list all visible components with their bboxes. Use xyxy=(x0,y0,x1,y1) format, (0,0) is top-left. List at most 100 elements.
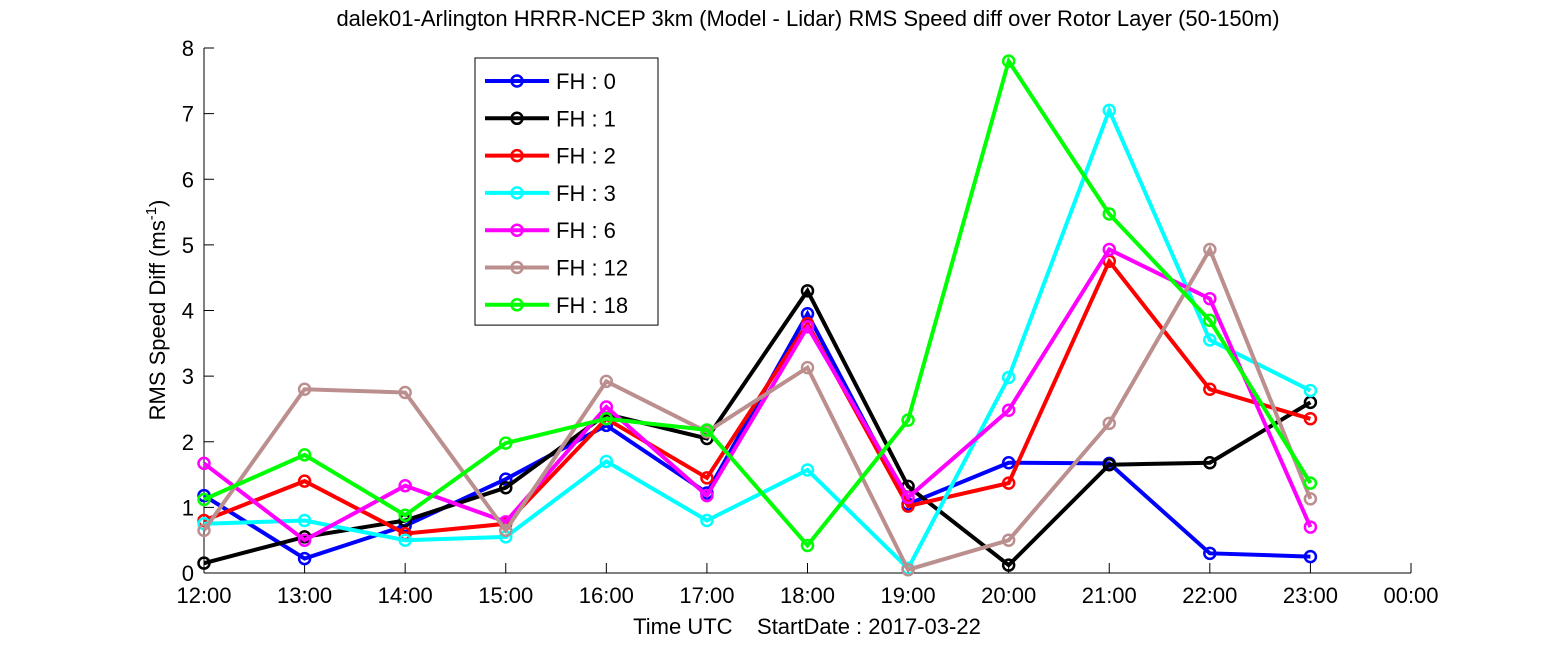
data-point xyxy=(1102,207,1116,221)
data-point xyxy=(398,508,412,522)
x-tick-label: 18:00 xyxy=(780,583,835,608)
x-tick-label: 00:00 xyxy=(1383,583,1438,608)
data-point xyxy=(1001,476,1016,490)
data-point xyxy=(398,385,412,400)
legend-label: FH : 6 xyxy=(556,218,616,243)
legend-item: FH : 1 xyxy=(485,106,616,131)
legend-swatch-marker xyxy=(510,223,524,237)
y-tick-label: 3 xyxy=(182,364,194,389)
series-line xyxy=(203,56,1313,549)
data-point xyxy=(1303,520,1318,534)
data-point xyxy=(1001,370,1016,385)
y-tick-label: 0 xyxy=(182,561,194,586)
data-point xyxy=(1303,476,1318,490)
legend-swatch-marker xyxy=(510,148,524,163)
series-1 xyxy=(197,284,1318,572)
data-point xyxy=(1102,416,1116,431)
x-tick-label: 19:00 xyxy=(881,583,936,608)
data-point xyxy=(800,360,815,375)
legend-swatch-marker xyxy=(510,186,524,200)
y-tick-label: 4 xyxy=(182,299,194,324)
y-tick-label: 5 xyxy=(182,233,194,258)
x-tick-label: 12:00 xyxy=(176,583,231,608)
y-tick-label: 7 xyxy=(182,102,194,127)
data-point xyxy=(1001,456,1016,470)
legend-item: FH : 6 xyxy=(485,218,616,243)
legend-item: FH : 2 xyxy=(485,144,616,169)
data-point xyxy=(1001,533,1016,547)
x-tick-label: 21:00 xyxy=(1082,583,1137,608)
legend-item: FH : 0 xyxy=(485,69,616,94)
legend-swatch-marker xyxy=(510,260,524,275)
data-point xyxy=(297,474,312,488)
data-point xyxy=(1102,457,1116,472)
data-point xyxy=(1303,549,1318,564)
data-point xyxy=(197,492,211,507)
data-point xyxy=(901,413,915,427)
legend-swatch-marker xyxy=(510,111,524,126)
data-point xyxy=(297,448,312,462)
data-point xyxy=(599,412,614,426)
data-point xyxy=(1203,242,1217,257)
x-tick-label: 23:00 xyxy=(1283,583,1338,608)
data-point xyxy=(901,490,915,505)
data-point xyxy=(398,478,412,493)
legend-label: FH : 2 xyxy=(556,144,616,169)
x-tick-label: 22:00 xyxy=(1182,583,1237,608)
data-point xyxy=(800,320,815,334)
legend-label: FH : 12 xyxy=(556,256,628,281)
y-tick-label: 2 xyxy=(182,430,194,455)
x-tick-label: 16:00 xyxy=(579,583,634,608)
data-point xyxy=(700,488,714,503)
legend-swatch-marker xyxy=(510,298,524,312)
data-point xyxy=(197,456,211,471)
data-point xyxy=(297,551,312,566)
data-point xyxy=(1203,313,1217,328)
data-point xyxy=(599,374,614,389)
data-point xyxy=(700,513,714,528)
legend-label: FH : 3 xyxy=(556,181,616,206)
y-axis-label-main: RMS Speed Diff (ms xyxy=(145,220,170,420)
data-point xyxy=(297,533,312,547)
data-point xyxy=(700,471,714,485)
data-point xyxy=(700,423,714,437)
chart-title: dalek01-Arlington HRRR-NCEP 3km (Model -… xyxy=(336,6,1279,31)
data-point xyxy=(1001,403,1016,417)
y-axis-label-close: ) xyxy=(145,200,170,207)
series-line xyxy=(203,286,1312,568)
x-axis-label: Time UTC StartDate : 2017-03-22 xyxy=(633,614,981,639)
data-point xyxy=(398,533,412,547)
data-point xyxy=(800,463,815,477)
data-point xyxy=(1303,492,1318,506)
data-point xyxy=(901,499,915,513)
data-point xyxy=(499,480,513,495)
series-layer xyxy=(197,54,1318,577)
series-line xyxy=(203,105,1312,572)
data-point xyxy=(197,523,211,538)
series-4 xyxy=(197,242,1318,547)
data-point xyxy=(1203,333,1217,347)
x-tick-label: 13:00 xyxy=(277,583,332,608)
y-tick-label: 1 xyxy=(182,495,194,520)
data-point xyxy=(1303,383,1318,398)
legend-item: FH : 18 xyxy=(485,293,628,318)
x-tick-label: 15:00 xyxy=(478,583,533,608)
data-point xyxy=(499,472,513,486)
data-point xyxy=(1001,558,1016,572)
y-axis: 0 1 2 3 4 5 6 7 8 xyxy=(182,36,214,586)
series-line xyxy=(202,246,1313,543)
series-5 xyxy=(197,242,1318,577)
legend-label: FH : 0 xyxy=(556,69,616,94)
data-point xyxy=(1203,456,1217,470)
x-axis: 12:00 13:00 14:00 15:00 16:00 17:00 18:00 19:00… xyxy=(176,563,1439,608)
data-point xyxy=(1203,291,1217,306)
data-point xyxy=(1102,103,1116,118)
legend-swatch-marker xyxy=(510,74,524,88)
data-point xyxy=(499,523,513,538)
legend-label: FH : 1 xyxy=(556,106,616,131)
legend-label: FH : 18 xyxy=(556,293,628,318)
data-point xyxy=(599,454,614,469)
series-line xyxy=(202,244,1313,573)
data-point xyxy=(1203,546,1217,561)
